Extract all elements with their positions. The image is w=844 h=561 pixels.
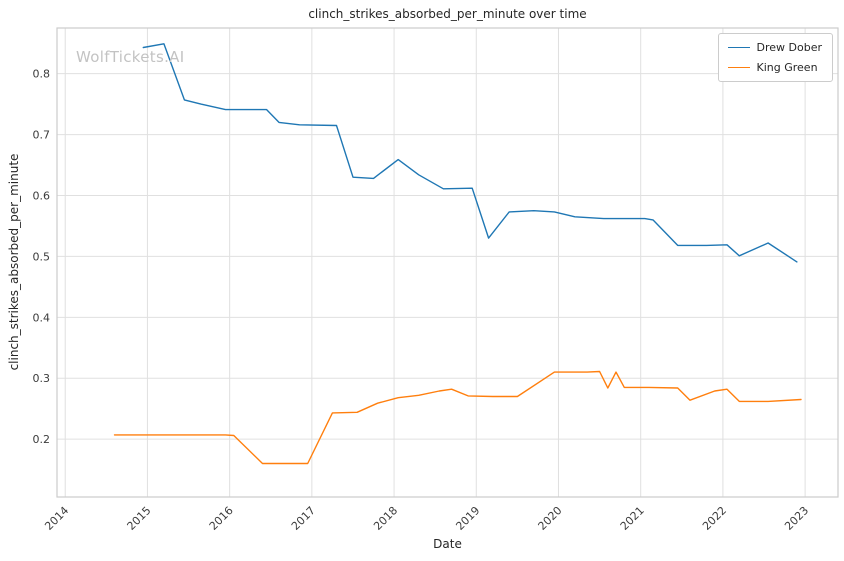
y-tick-label: 0.5 [33,250,51,263]
x-tick-label: 2019 [453,504,482,533]
y-axis-label: clinch_strikes_absorbed_per_minute [7,153,21,371]
legend-line-sample-drew-dober [727,47,750,48]
y-tick-label: 0.7 [33,129,51,142]
chart-title: clinch_strikes_absorbed_per_minute over … [308,7,587,21]
x-tick-label: 2016 [207,504,236,533]
x-tick-label: 2017 [289,504,318,533]
series-line-king-green [113,370,802,465]
legend: Drew Dober King Green [717,33,833,82]
legend-line-sample-king-green [727,67,750,68]
legend-label-drew-dober: Drew Dober [756,41,822,54]
watermark: WolfTickets.AI [76,48,185,66]
plot-border [56,27,839,498]
legend-label-king-green: King Green [756,61,818,74]
plot-area [57,28,838,497]
y-tick-label: 0.8 [33,68,51,81]
y-tick-label: 0.3 [33,372,51,385]
legend-item-king-green: King Green [727,61,822,74]
x-tick-label: 2021 [618,504,647,533]
y-tick-label: 0.4 [33,311,51,324]
x-tick-label: 2023 [782,504,811,533]
legend-item-drew-dober: Drew Dober [727,41,822,54]
x-tick-label: 2018 [371,504,400,533]
x-axis-label: Date [433,537,462,551]
x-tick-label: 2014 [42,504,71,533]
y-tick-label: 0.6 [33,190,51,203]
y-tick-label: 0.2 [33,433,51,446]
x-tick-label: 2015 [125,504,154,533]
series-line-drew-dober [142,43,798,263]
x-tick-label: 2022 [700,504,729,533]
x-tick-label: 2020 [536,504,565,533]
